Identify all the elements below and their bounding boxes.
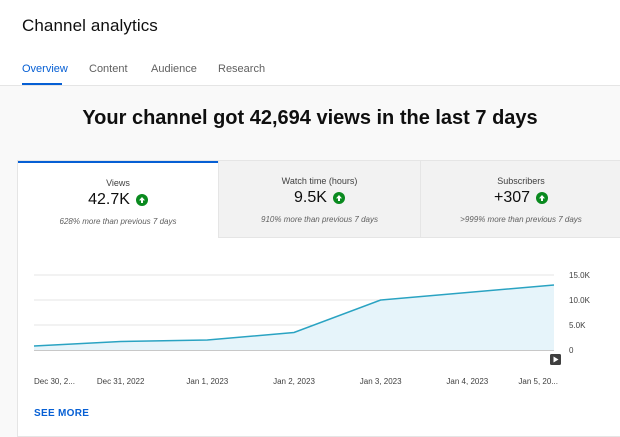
play-icon[interactable] [550, 354, 561, 365]
metric-label: Views [106, 178, 130, 188]
views-chart: 15.0K 10.0K 5.0K 0 Dec 30, 2... Dec 31, 2022 J… [33, 271, 591, 386]
x-tick-label: Jan 1, 2023 [186, 377, 228, 386]
header: Channel analytics Overview Content Audie… [0, 0, 620, 86]
arrow-up-icon [332, 192, 345, 204]
metric-value: +307 [493, 189, 531, 206]
metric-change: >999% more than previous 7 days [460, 215, 582, 224]
metric-value: 42.7K [88, 191, 130, 208]
page-title: Channel analytics [22, 16, 158, 35]
tab-overview[interactable]: Overview [22, 63, 68, 75]
x-tick-label: Jan 3, 2023 [360, 377, 402, 386]
tab-audience[interactable]: Audience [151, 63, 197, 75]
metric-value: 9.5K [294, 189, 327, 206]
see-more-link[interactable]: SEE MORE [34, 408, 90, 419]
tab-research[interactable]: Research [218, 63, 266, 75]
tab-content[interactable]: Content [89, 63, 128, 75]
y-tick-label: 5.0K [569, 321, 586, 330]
y-tick-label: 0 [569, 346, 574, 355]
x-tick-label: Jan 4, 2023 [446, 377, 488, 386]
metric-tab-views[interactable]: Views 42.7K 628% more than previous 7 da… [18, 161, 218, 238]
metric-tab-watch-time[interactable]: Watch time (hours) 9.5K 910% more than p… [218, 161, 420, 238]
y-tick-label: 15.0K [569, 271, 591, 280]
views-line [33, 284, 555, 347]
analytics-card: Views 42.7K 628% more than previous 7 da… [17, 160, 620, 437]
arrow-up-icon [135, 194, 148, 206]
metric-label: Subscribers [497, 176, 545, 186]
active-tab-indicator [22, 83, 62, 85]
y-tick-label: 10.0K [569, 296, 591, 305]
metric-label: Watch time (hours) [281, 176, 358, 186]
metric-tab-subscribers[interactable]: Subscribers +307 >999% more than previou… [420, 161, 620, 238]
metric-change: 628% more than previous 7 days [59, 217, 177, 226]
x-tick-label: Dec 31, 2022 [97, 377, 145, 386]
views-area [34, 285, 554, 350]
x-tick-label: Jan 5, 20... [518, 377, 558, 386]
summary-headline: Your channel got 42,694 views in the las… [82, 107, 538, 129]
arrow-up-icon [536, 192, 549, 204]
metric-change: 910% more than previous 7 days [261, 215, 378, 224]
x-tick-label: Jan 2, 2023 [273, 377, 315, 386]
x-tick-label: Dec 30, 2... [34, 377, 75, 386]
tab-bar: Overview Content Audience Research [0, 58, 620, 86]
